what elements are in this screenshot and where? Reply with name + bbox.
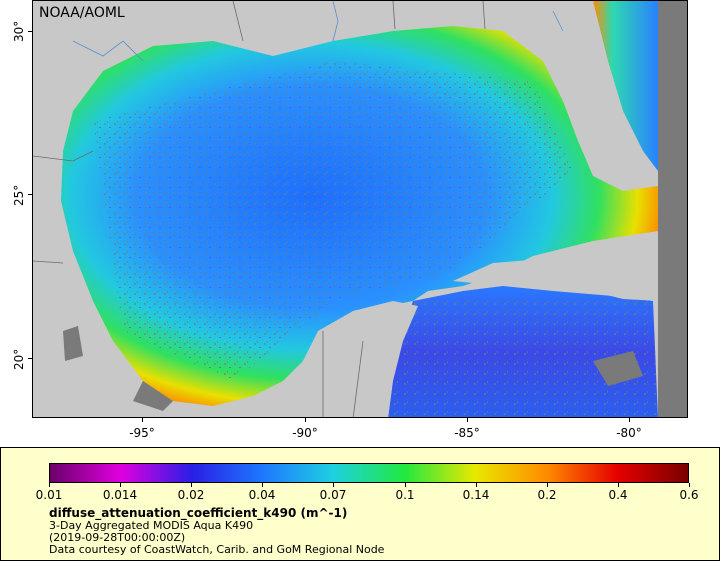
colorbar-tick-mark — [333, 483, 334, 487]
colorbar-tick-label: 0.6 — [679, 488, 699, 502]
lat-tick-label: 20° — [12, 348, 26, 370]
yucatan-peninsula — [283, 301, 418, 417]
cuba-island — [453, 259, 658, 301]
colorbar-tick-label: 0.14 — [462, 488, 490, 502]
lon-tick-label: -80° — [616, 426, 642, 440]
florida-peninsula — [523, 31, 658, 186]
colorbar-tick-label: 0.07 — [319, 488, 347, 502]
colorbar-tick-mark — [120, 483, 121, 487]
colorbar-tick-label: 0.014 — [102, 488, 138, 502]
colorbar-tick-mark — [547, 483, 548, 487]
data-source: Data courtesy of CoastWatch, Carib. and … — [49, 543, 385, 556]
product-name: 3-Day Aggregated MODIS Aqua K490 — [49, 519, 254, 532]
colorbar-tick-mark — [476, 483, 477, 487]
lon-tick-label: -90° — [292, 426, 318, 440]
map-canvas — [33, 1, 687, 417]
atlantic-water — [593, 1, 658, 171]
colorbar-tick-label: 0.01 — [35, 488, 63, 502]
colorbar — [49, 463, 689, 483]
map-panel: NOAA/AOML — [32, 0, 688, 418]
political-boundaries — [33, 1, 486, 417]
colorbar-tick-label: 0.02 — [177, 488, 205, 502]
colorbar-tick-mark — [618, 483, 619, 487]
colorbar-tick-mark — [405, 483, 406, 487]
map-credit: NOAA/AOML — [39, 5, 125, 21]
lon-tick-label: -85° — [454, 426, 480, 440]
colorbar-tick-mark — [262, 483, 263, 487]
no-data-strip — [658, 1, 687, 417]
rivers — [72, 1, 564, 62]
legend-panel: diffuse_attenuation_coefficient_k490 (m^… — [0, 447, 720, 561]
lat-tick-label: 25° — [12, 184, 26, 206]
time-stamp: (2019-09-28T00:00:00Z) — [49, 531, 186, 544]
colorbar-tick-label: 0.2 — [537, 488, 557, 502]
colorbar-tick-mark — [689, 483, 690, 487]
variable-name: diffuse_attenuation_coefficient_k490 (m^… — [49, 506, 348, 520]
colorbar-tick-label: 0.04 — [248, 488, 276, 502]
colorbar-tick-mark — [49, 483, 50, 487]
colorbar-tick-label: 0.4 — [608, 488, 628, 502]
lat-tick-label: 30° — [12, 20, 26, 42]
lon-tick-label: -95° — [129, 426, 155, 440]
colorbar-tick-mark — [191, 483, 192, 487]
colorbar-tick-label: 0.1 — [395, 488, 415, 502]
